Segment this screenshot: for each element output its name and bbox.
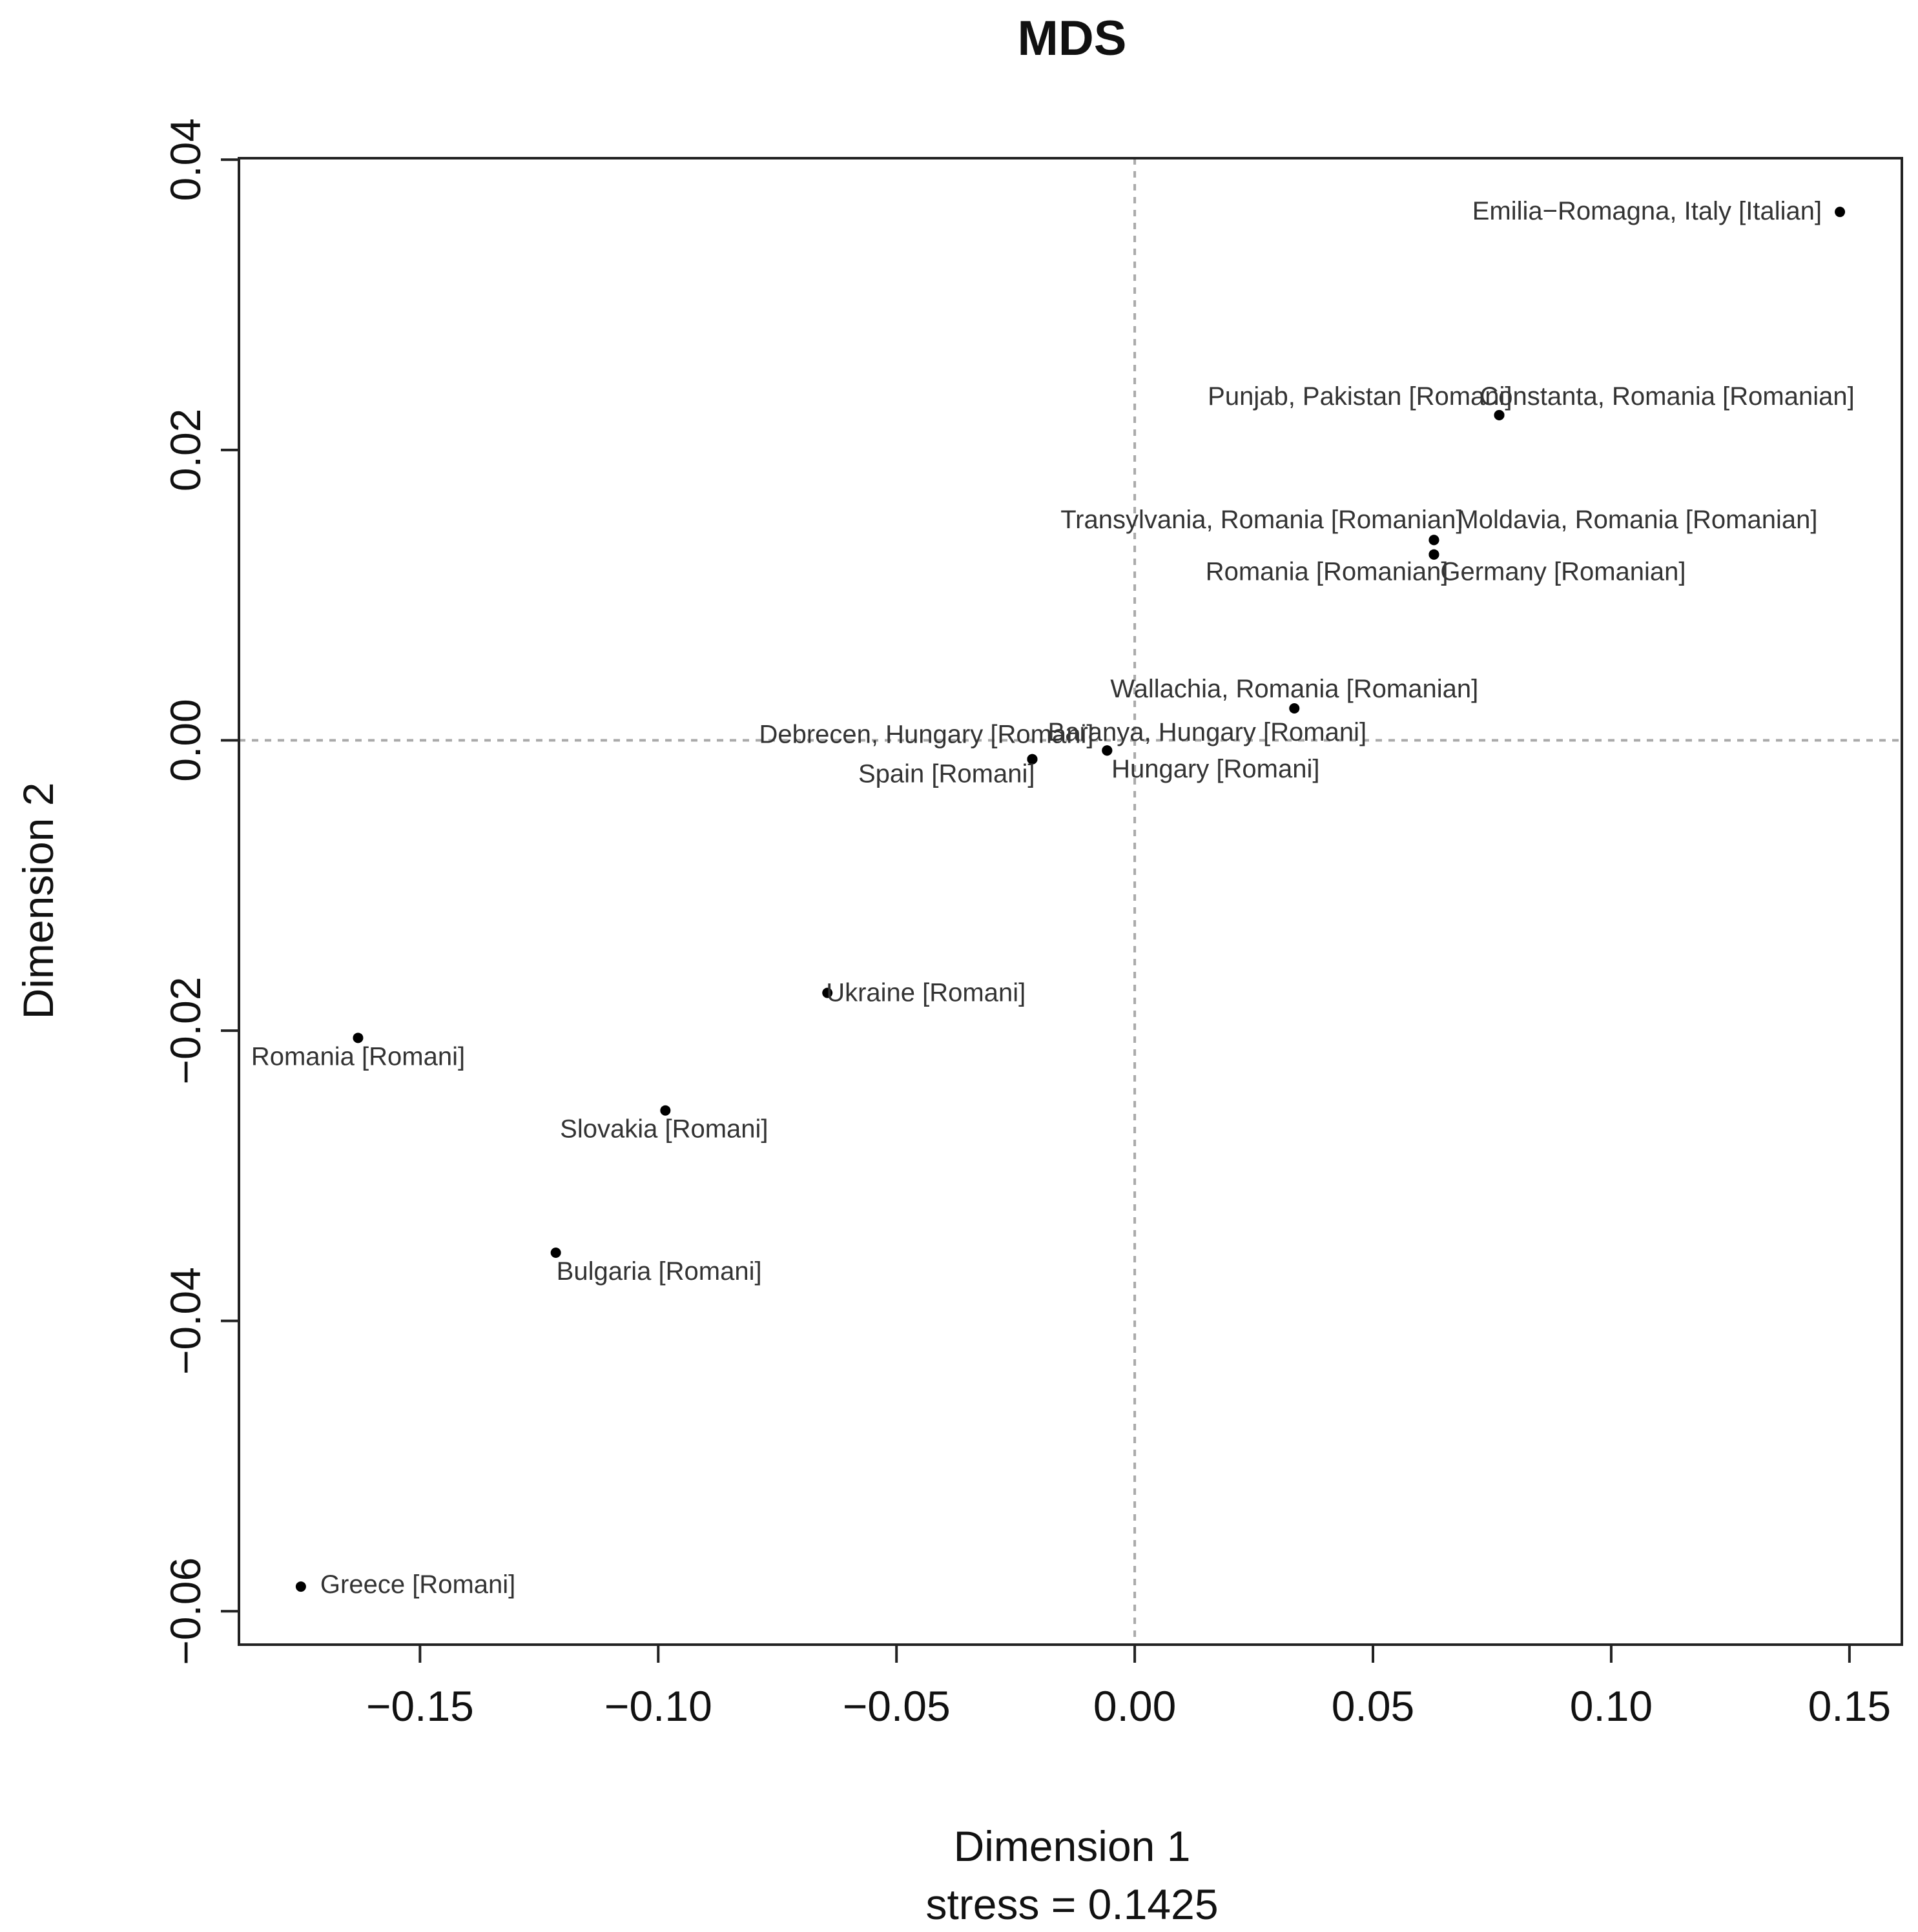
y-axis-title: Dimension 2 bbox=[14, 783, 62, 1020]
y-tick-label: 0.04 bbox=[161, 118, 209, 201]
x-tick-label: −0.15 bbox=[366, 1682, 474, 1730]
point-label: Baranya, Hungary [Romani] bbox=[1048, 718, 1367, 746]
point-label: Ukraine [Romani] bbox=[826, 979, 1026, 1007]
reference-lines bbox=[239, 158, 1902, 1645]
data-point bbox=[550, 1248, 561, 1259]
point-label: Transylvania, Romania [Romanian] bbox=[1060, 506, 1463, 534]
point-label: Romania [Romani] bbox=[251, 1042, 465, 1071]
x-tick-label: −0.05 bbox=[843, 1682, 951, 1730]
point-label: Slovakia [Romani] bbox=[560, 1115, 768, 1144]
data-point bbox=[1102, 745, 1113, 756]
data-point bbox=[1428, 535, 1439, 546]
y-tick-label: −0.06 bbox=[161, 1557, 209, 1665]
data-point bbox=[1494, 409, 1505, 420]
y-tick-label: −0.02 bbox=[161, 977, 209, 1085]
y-tick-label: 0.02 bbox=[161, 409, 209, 491]
y-tick-label: −0.04 bbox=[161, 1267, 209, 1375]
data-point bbox=[295, 1581, 306, 1592]
point-label: Romania [Romanian] bbox=[1206, 558, 1449, 586]
point-label: Punjab, Pakistan [Romani] bbox=[1208, 382, 1512, 411]
stress-annotation: stress = 0.1425 bbox=[925, 1880, 1218, 1928]
point-label: Emilia−Romagna, Italy [Italian] bbox=[1472, 197, 1822, 225]
x-tick-label: 0.00 bbox=[1093, 1682, 1176, 1730]
x-axis-title: Dimension 1 bbox=[954, 1822, 1191, 1870]
point-label: Germany [Romanian] bbox=[1440, 558, 1686, 586]
y-tick-label: 0.00 bbox=[161, 699, 209, 781]
x-tick-label: −0.10 bbox=[604, 1682, 712, 1730]
data-point bbox=[353, 1033, 364, 1043]
point-label: Wallachia, Romania [Romanian] bbox=[1110, 675, 1478, 703]
data-point bbox=[1027, 754, 1038, 765]
data-point bbox=[1289, 703, 1300, 714]
x-axis: −0.15 −0.10 −0.05 0.00 0.05 0.10 0.15 bbox=[366, 1645, 1891, 1730]
y-axis: −0.06 −0.04 −0.02 0.00 0.02 0.04 bbox=[161, 118, 239, 1665]
point-label: Bulgaria [Romani] bbox=[557, 1257, 762, 1286]
point-label: Constanta, Romania [Romanian] bbox=[1480, 382, 1854, 411]
data-points: Emilia−Romagna, Italy [Italian] Punjab, P… bbox=[251, 197, 1855, 1599]
point-label: Spain [Romani] bbox=[858, 760, 1035, 788]
point-label: Hungary [Romani] bbox=[1111, 755, 1319, 783]
data-point bbox=[1428, 549, 1439, 560]
x-tick-label: 0.05 bbox=[1332, 1682, 1414, 1730]
chart-title: MDS bbox=[1018, 11, 1127, 66]
point-label: Greece [Romani] bbox=[320, 1570, 515, 1599]
plot-frame bbox=[238, 157, 1903, 1646]
point-label: Debrecen, Hungary [Romani] bbox=[759, 721, 1093, 749]
data-point bbox=[660, 1105, 671, 1116]
data-point bbox=[1835, 207, 1846, 218]
point-label: Moldavia, Romania [Romanian] bbox=[1457, 506, 1817, 534]
x-tick-label: 0.15 bbox=[1808, 1682, 1891, 1730]
data-point bbox=[822, 987, 833, 998]
x-tick-label: 0.10 bbox=[1570, 1682, 1653, 1730]
